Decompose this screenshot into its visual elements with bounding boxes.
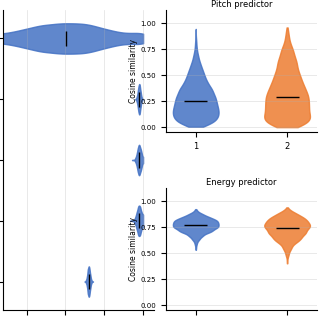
Y-axis label: Cosine similarity: Cosine similarity [129,217,138,281]
Title: Pitch predictor: Pitch predictor [211,0,272,9]
Y-axis label: Cosine similarity: Cosine similarity [129,39,138,103]
Title: Energy predictor: Energy predictor [206,178,277,187]
